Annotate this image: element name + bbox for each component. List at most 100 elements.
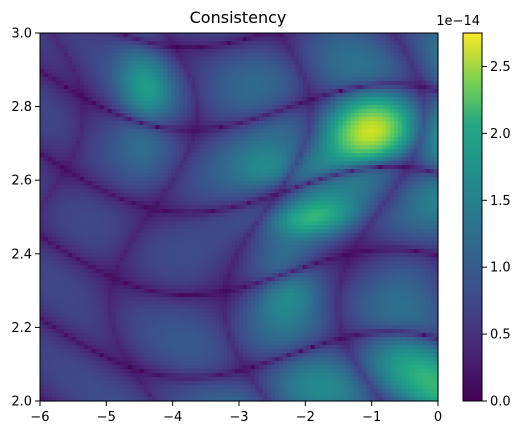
heatmap-cell [382, 41, 387, 46]
heatmap-cell [235, 61, 240, 66]
heatmap-cell [298, 65, 304, 70]
heatmap-cell [135, 221, 141, 226]
heatmap-cell [167, 37, 172, 42]
heatmap-cell [302, 77, 308, 82]
heatmap-cell [155, 41, 160, 46]
heatmap-cell [183, 105, 188, 110]
heatmap-cell [374, 81, 379, 86]
heatmap-cell [155, 197, 160, 202]
heatmap-cell [207, 105, 212, 110]
heatmap-cell [402, 193, 407, 198]
heatmap-cell [159, 53, 164, 58]
heatmap-cell [286, 205, 292, 210]
heatmap-cell [123, 157, 129, 162]
heatmap-cell [79, 117, 85, 122]
heatmap-cell [235, 117, 240, 122]
heatmap-cell [250, 101, 256, 106]
heatmap-cell [282, 121, 288, 126]
heatmap-cell [422, 37, 427, 42]
heatmap-cell [322, 117, 328, 122]
heatmap-cell [43, 57, 49, 62]
heatmap-cell [410, 125, 415, 130]
heatmap-cell [199, 93, 204, 98]
heatmap-cell [330, 141, 336, 146]
heatmap-cell [151, 141, 157, 146]
heatmap-cell [286, 177, 292, 182]
heatmap-cell [406, 53, 411, 58]
heatmap-cell [406, 45, 411, 50]
heatmap-cell [358, 113, 363, 118]
heatmap-cell [83, 97, 89, 102]
heatmap-cell [159, 113, 164, 118]
heatmap-cell [294, 185, 300, 190]
heatmap-cell [386, 149, 391, 154]
heatmap-cell [231, 217, 236, 222]
heatmap-cell [386, 77, 391, 82]
heatmap-cell [318, 201, 324, 206]
heatmap-cell [358, 221, 363, 226]
heatmap-cell [115, 189, 121, 194]
heatmap-cell [390, 145, 395, 150]
heatmap-cell [40, 117, 45, 122]
heatmap-cell [382, 105, 387, 110]
heatmap-cell [107, 105, 113, 110]
heatmap-cell [382, 49, 387, 54]
heatmap-cell [366, 33, 371, 38]
heatmap-cell [239, 33, 244, 38]
heatmap-cell [330, 53, 336, 58]
heatmap-cell [67, 177, 73, 182]
heatmap-cell [163, 213, 168, 218]
heatmap-cell [258, 229, 264, 234]
heatmap-cell [382, 109, 387, 114]
heatmap-cell [47, 133, 53, 138]
heatmap-cell [231, 113, 236, 118]
heatmap-cell [119, 33, 125, 38]
heatmap-cell [390, 121, 395, 126]
heatmap-cell [434, 77, 439, 82]
heatmap-cell [91, 129, 97, 134]
heatmap-cell [330, 69, 336, 74]
heatmap-cell [266, 221, 272, 226]
heatmap-cell [115, 173, 121, 178]
heatmap-cell [274, 177, 280, 182]
heatmap-cell [306, 33, 312, 38]
heatmap-cell [354, 121, 359, 126]
heatmap-cell [139, 225, 145, 230]
heatmap-cell [314, 61, 320, 66]
heatmap-cell [191, 181, 196, 186]
heatmap-cell [334, 89, 340, 94]
heatmap-cell [354, 45, 359, 50]
heatmap-cell [103, 97, 109, 102]
heatmap-cell [59, 97, 65, 102]
heatmap-cell [274, 61, 280, 66]
heatmap-cell [430, 165, 435, 170]
heatmap-cell [175, 57, 180, 62]
heatmap-cell [195, 81, 200, 86]
heatmap-cell [151, 33, 157, 38]
heatmap-cell [354, 97, 359, 102]
heatmap-cell [51, 113, 57, 118]
heatmap-cell [179, 85, 184, 90]
heatmap-cell [40, 221, 45, 226]
heatmap-cell [55, 129, 61, 134]
heatmap-cell [286, 33, 292, 38]
heatmap-cell [223, 189, 228, 194]
heatmap-cell [91, 57, 97, 62]
heatmap-cell [350, 125, 356, 130]
heatmap-cell [159, 153, 164, 158]
heatmap-cell [290, 61, 296, 66]
heatmap-cell [366, 101, 371, 106]
heatmap-cell [75, 217, 81, 222]
heatmap-cell [270, 61, 276, 66]
heatmap-cell [246, 125, 252, 130]
heatmap-cell [402, 97, 407, 102]
heatmap-cell [147, 217, 153, 222]
heatmap-cell [99, 157, 105, 162]
heatmap-cell [270, 137, 276, 142]
heatmap-cell [83, 217, 89, 222]
heatmap-cell [131, 121, 137, 126]
heatmap-cell [362, 133, 367, 138]
heatmap-cell [235, 145, 240, 150]
heatmap-cell [430, 129, 435, 134]
heatmap-cell [163, 61, 168, 66]
